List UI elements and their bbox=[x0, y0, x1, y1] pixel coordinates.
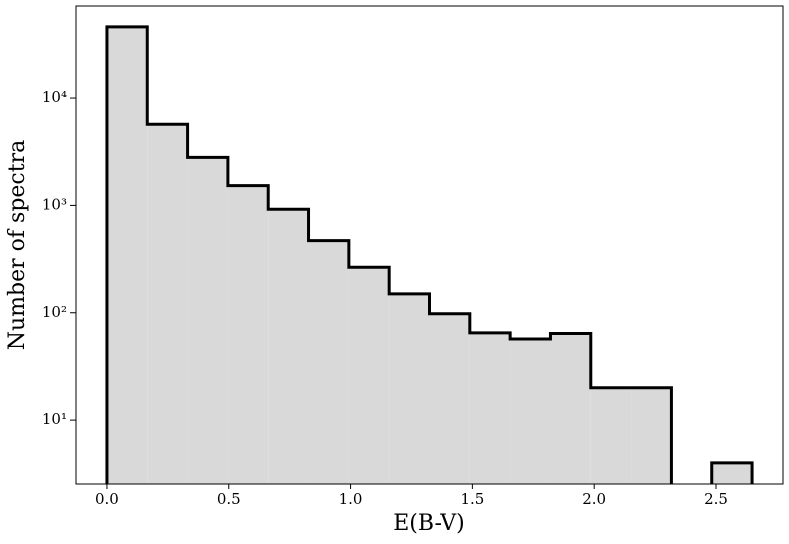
x-tick-label: 2.0 bbox=[582, 490, 606, 508]
y-axis-title: Number of spectra bbox=[5, 140, 30, 350]
bar bbox=[550, 333, 591, 484]
bar bbox=[389, 293, 430, 484]
bar bbox=[308, 240, 349, 484]
x-tick-label: 0.0 bbox=[95, 490, 119, 508]
bar bbox=[147, 124, 188, 485]
bar bbox=[227, 185, 269, 484]
y-tick-label: 10³ bbox=[42, 195, 67, 213]
bar bbox=[268, 209, 309, 484]
plot-frame bbox=[75, 5, 784, 485]
bar bbox=[510, 338, 551, 484]
y-tick-label: 10² bbox=[42, 303, 67, 321]
x-tick-label: 2.5 bbox=[704, 490, 728, 508]
x-tick-label: 1.0 bbox=[339, 490, 363, 508]
x-tick-label: 1.5 bbox=[460, 490, 484, 508]
histogram-outline bbox=[105, 25, 673, 484]
bar bbox=[469, 332, 511, 484]
bar bbox=[187, 157, 228, 485]
x-axis-title: E(B-V) bbox=[393, 511, 465, 536]
bar bbox=[106, 26, 148, 485]
y-tick-label: 10¹ bbox=[42, 410, 67, 428]
bar bbox=[348, 267, 390, 484]
bar bbox=[711, 462, 753, 484]
bar bbox=[631, 387, 672, 484]
bar bbox=[429, 313, 470, 484]
bar bbox=[590, 387, 632, 484]
x-tick-label: 0.5 bbox=[217, 490, 241, 508]
histogram-outline bbox=[710, 461, 754, 484]
y-tick-label: 10⁴ bbox=[42, 88, 67, 106]
